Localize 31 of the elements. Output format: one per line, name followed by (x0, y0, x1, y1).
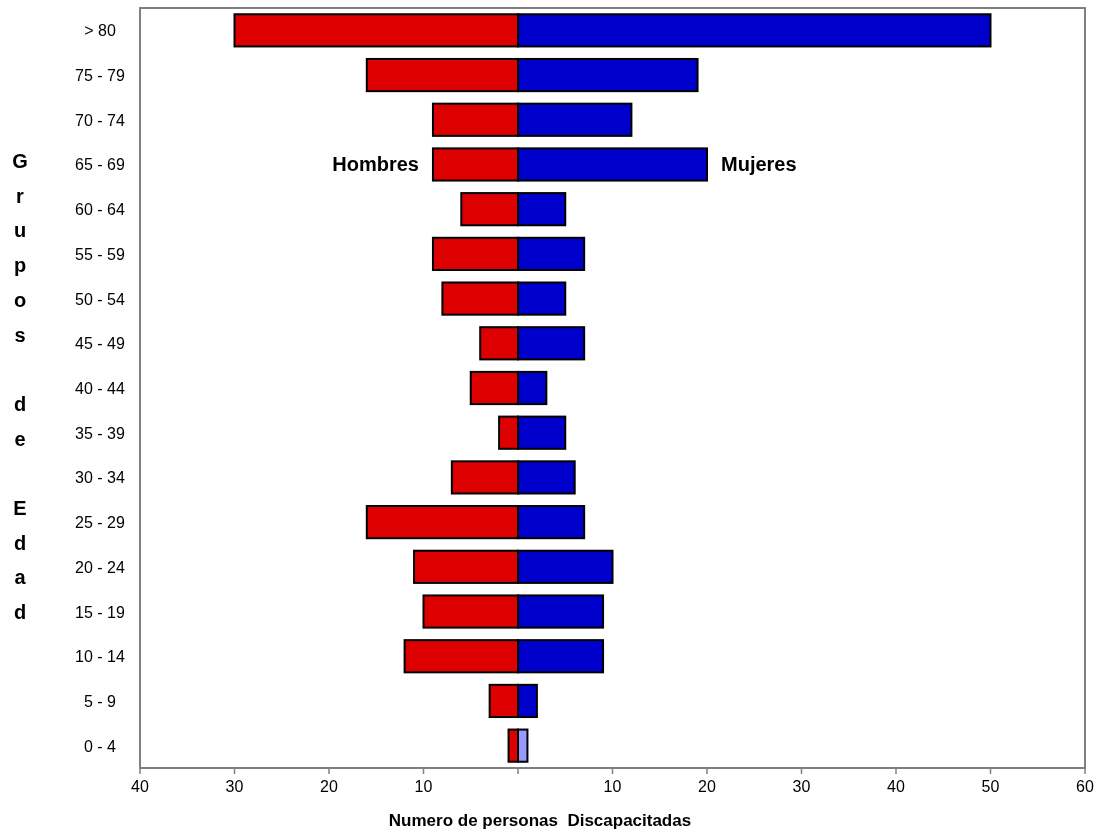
y-tick-label: 5 - 9 (83, 692, 117, 710)
x-tick-label: 30 (792, 778, 811, 795)
y-tick-label: 70 - 74 (75, 111, 126, 129)
series-label: Mujeres (721, 153, 797, 176)
y-tick-label: 35 - 39 (75, 424, 126, 442)
y-tick-label: 20 - 24 (75, 558, 126, 576)
y-tick-label: 65 - 69 (75, 156, 126, 174)
series-label: Hombres (332, 153, 419, 176)
x-tick-label: 20 (698, 778, 716, 795)
y-tick-label: 25 - 29 (75, 514, 126, 532)
y-tick-label: 75 - 79 (75, 67, 126, 85)
x-tick-label: 20 (320, 778, 338, 795)
x-tick-label: 50 (981, 778, 1000, 795)
y-tick-label: 30 - 34 (75, 469, 126, 487)
y-tick-label: 60 - 64 (75, 201, 126, 219)
x-tick-label: 10 (414, 778, 433, 795)
y-tick-label: 55 - 59 (75, 245, 126, 263)
y-tick-label: 45 - 49 (75, 335, 126, 353)
x-axis-title: Numero de personas Discapacitadas (388, 811, 692, 830)
text: Grupos de Edad (12, 150, 28, 624)
y-tick-label: 10 - 14 (75, 648, 126, 666)
x-tick-label: 30 (225, 778, 244, 795)
y-tick-label: 50 - 54 (75, 290, 126, 308)
x-tick-label: 10 (603, 778, 622, 795)
x-tick-label: 60 (1076, 778, 1094, 795)
y-tick-label: 0 - 4 (83, 737, 117, 755)
y-tick-label: 40 - 44 (75, 380, 126, 397)
x-tick-label: 40 (887, 778, 905, 795)
y-tick-label: 15 - 19 (75, 603, 126, 621)
x-tick-label: 40 (131, 778, 149, 795)
y-tick-label: > 80 (84, 22, 116, 40)
